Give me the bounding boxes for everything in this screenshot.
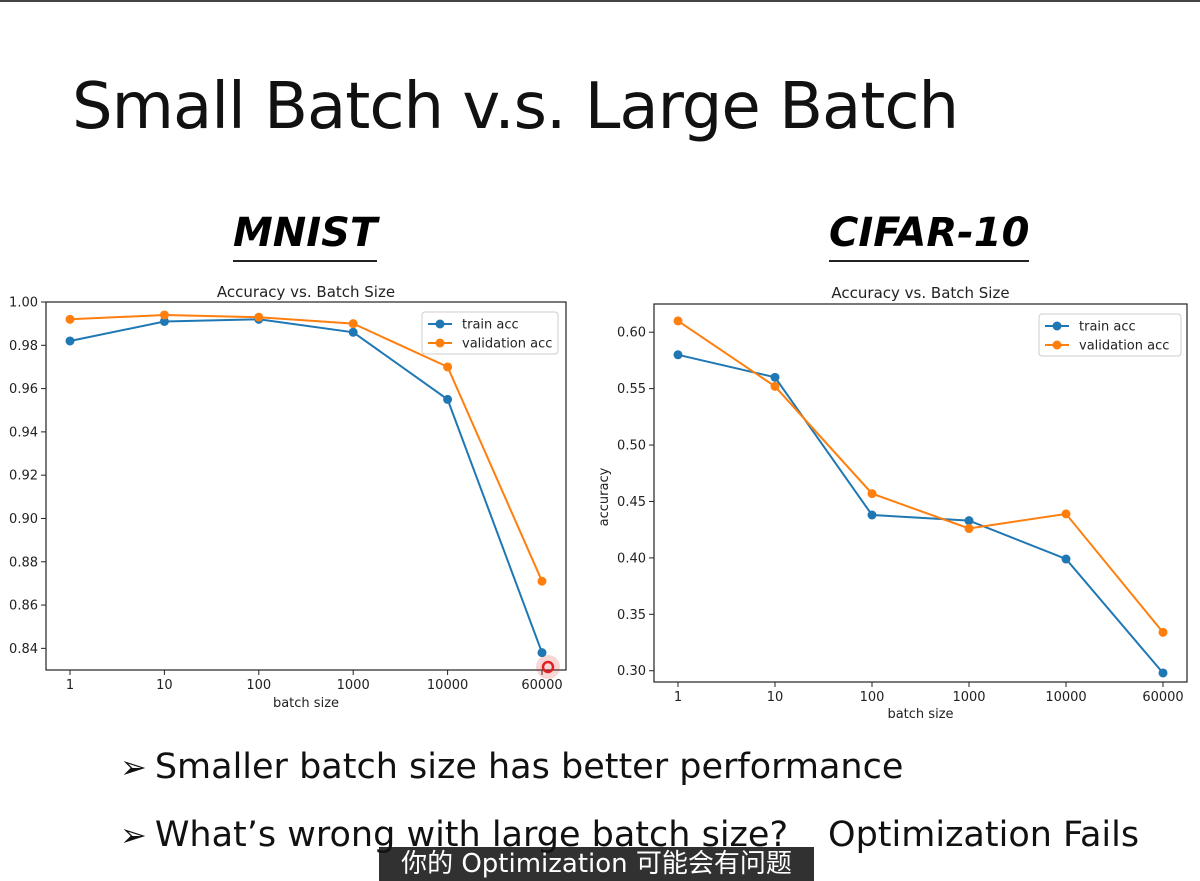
chart2-y-tick-label: 0.55 [617, 382, 646, 397]
chart1-point-validation [254, 312, 264, 322]
chart2-point-validation [1158, 627, 1168, 637]
chart1-x-axis-label: batch size [273, 696, 339, 711]
chart1-point-validation [443, 362, 453, 372]
chart2-point-train [673, 350, 683, 360]
chart2-point-train [770, 372, 780, 382]
chart2-point-train [964, 516, 974, 526]
chart1-y-tick-label: 0.88 [9, 555, 38, 570]
chart1-x-tick-label: 1 [66, 678, 74, 693]
slide-title: Small Batch v.s. Large Batch [72, 70, 959, 144]
chart1-y-tick-label: 1.00 [9, 296, 38, 311]
chart2-legend-label: train acc [1079, 320, 1136, 335]
chart1-legend-label: validation acc [462, 337, 552, 352]
chart1-legend-label: train acc [462, 318, 519, 333]
chart2-x-axis-label: batch size [887, 707, 953, 722]
chart1-point-train [159, 316, 169, 326]
chart2-point-train [1061, 554, 1071, 564]
chart2-x-tick-label: 1000 [952, 690, 985, 705]
chart2-y-tick-label: 0.30 [617, 664, 646, 679]
chart1-legend-marker [435, 319, 445, 329]
chart1-title: Accuracy vs. Batch Size [217, 283, 395, 301]
chart2-title: Accuracy vs. Batch Size [831, 284, 1009, 302]
chart1-y-tick-label: 0.84 [9, 642, 38, 657]
chart2-x-tick-label: 10 [767, 690, 784, 705]
chart1-point-train [348, 327, 358, 337]
chart1-point-validation [537, 576, 547, 586]
bullet-arrow-icon: ➢ [120, 748, 147, 786]
chart2-plot-frame [653, 303, 1188, 683]
cursor-ring-icon [541, 660, 555, 674]
chart2-y-axis-label: accuracy [597, 467, 612, 526]
chart1-series-line-train [69, 318, 543, 654]
video-subtitle: 你的 Optimization 可能会有问题 [379, 847, 814, 881]
chart2-point-validation [964, 524, 974, 534]
chart1-series-line-validation [69, 313, 543, 582]
chart2-y-tick-label: 0.45 [617, 495, 646, 510]
chart2-point-validation [867, 489, 877, 499]
chart1-point-validation [348, 319, 358, 329]
chart2-y-tick-label: 0.35 [617, 608, 646, 623]
chart2-x-tick-label: 10000 [1045, 690, 1086, 705]
chart2-point-train [1158, 668, 1168, 678]
chart1-point-validation [65, 314, 75, 324]
chart2-y-tick-label: 0.40 [617, 551, 646, 566]
bullet-emphasis: Optimization Fails [828, 815, 1140, 855]
chart1-x-tick-label: 100 [246, 678, 271, 693]
chart2-x-tick-label: 1 [674, 690, 682, 705]
chart1-point-train [65, 336, 75, 346]
chart1-plot-frame [45, 301, 567, 671]
chart2-series-line-validation [677, 320, 1164, 634]
chart2-legend-marker [1052, 340, 1062, 350]
chart2-x-tick-label: 60000 [1142, 690, 1183, 705]
chart2-legend-label: validation acc [1079, 339, 1169, 354]
chart1-x-tick-label: 1000 [337, 678, 370, 693]
chart1-y-tick-label: 0.92 [9, 469, 38, 484]
cifar10-heading: CIFAR-10 [829, 210, 1030, 262]
top-border [0, 0, 1200, 2]
chart1-y-tick-label: 0.96 [9, 382, 38, 397]
mnist-heading: MNIST [233, 210, 378, 262]
chart2-point-train [867, 510, 877, 520]
chart1-x-tick-label: 10000 [427, 678, 468, 693]
chart1-x-tick-label: 10 [156, 678, 173, 693]
chart1-y-tick-label: 0.94 [9, 425, 38, 440]
chart2-legend-box [1038, 313, 1182, 357]
chart1-y-tick-label: 0.98 [9, 339, 38, 354]
bullet-arrow-icon: ➢ [120, 816, 147, 854]
chart1-y-tick-label: 0.86 [9, 599, 38, 614]
chart1-point-validation [159, 310, 169, 320]
chart1-x-tick-label: 60000 [521, 678, 562, 693]
bullet-smaller-batch: ➢ Smaller batch size has better performan… [120, 747, 903, 787]
chart2-y-tick-label: 0.60 [617, 326, 646, 341]
chart2-y-tick-label: 0.50 [617, 439, 646, 454]
chart2-legend-marker [1052, 321, 1062, 331]
chart1-point-train [537, 648, 547, 658]
chart2-point-validation [770, 381, 780, 391]
bullet-text: Smaller batch size has better performanc… [154, 747, 904, 787]
chart1-legend-marker [435, 338, 445, 348]
chart2-point-validation [1061, 509, 1071, 519]
chart1-point-train [443, 394, 453, 404]
cursor-glow [536, 655, 560, 679]
chart2-series-line-train [677, 353, 1164, 674]
chart1-y-tick-label: 0.90 [9, 512, 38, 527]
chart2-x-tick-label: 100 [860, 690, 885, 705]
chart1-legend-box [421, 311, 559, 355]
chart2-point-validation [673, 316, 683, 326]
